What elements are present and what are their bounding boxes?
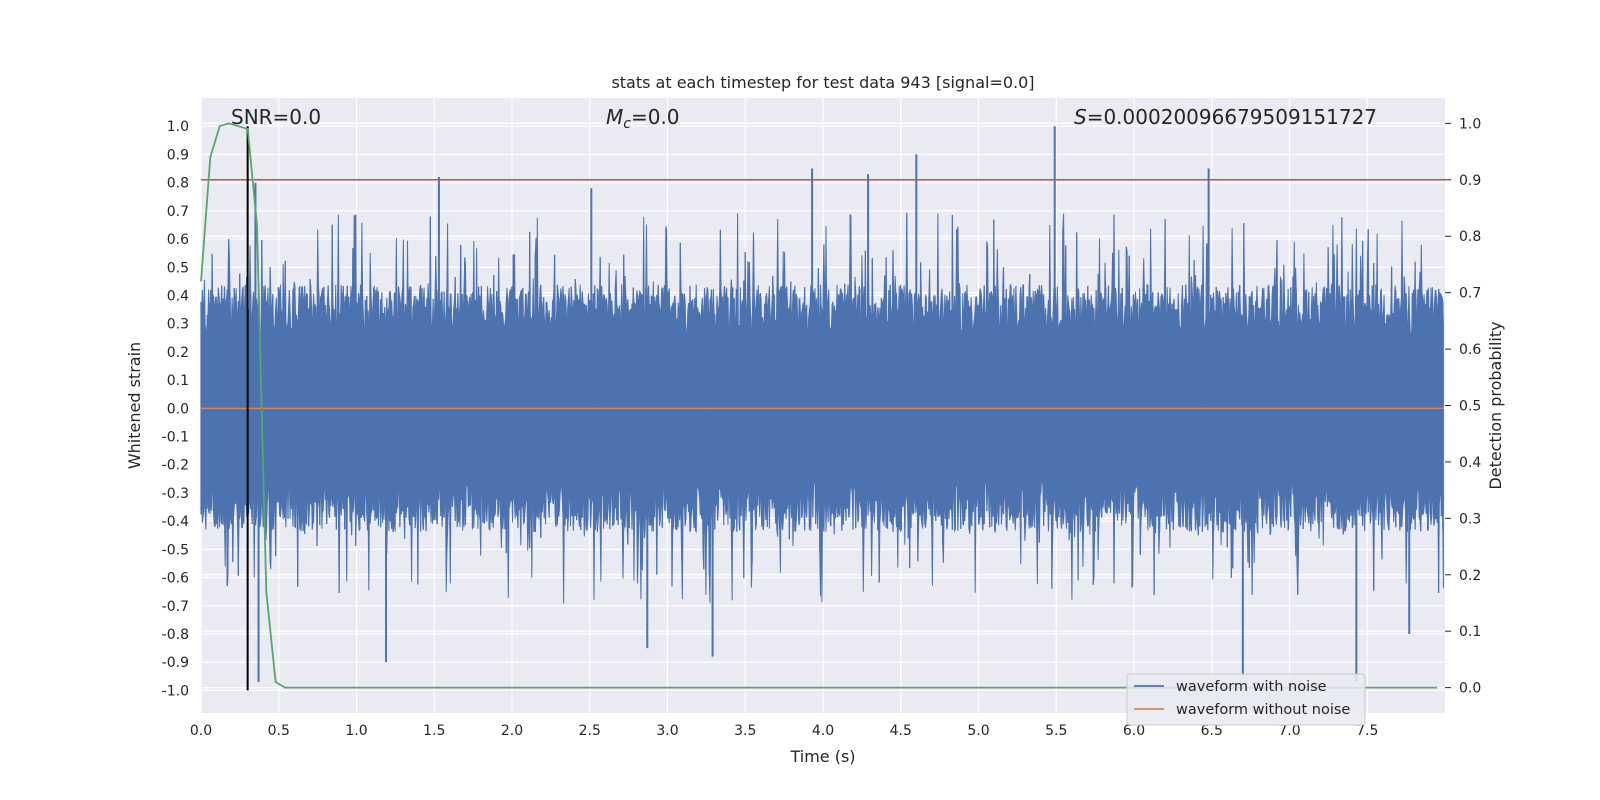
y-tick-label: -0.6 (162, 571, 189, 587)
x-tick-label: 5.0 (967, 723, 989, 739)
y-tick-label: -1.0 (162, 683, 189, 699)
x-tick-label: 6.5 (1201, 723, 1223, 739)
y2-tick-label: 0.2 (1459, 568, 1481, 584)
y2-tick-label: 1.0 (1459, 116, 1481, 132)
y-tick-label: 0.1 (167, 373, 189, 389)
y2-tick-label: 0.6 (1459, 342, 1481, 358)
x-tick-label: 0.0 (190, 723, 212, 739)
y2-tick-label: 0.1 (1459, 624, 1481, 640)
y2-axis-label: Detection probability (1486, 321, 1505, 489)
y-tick-label: -0.3 (162, 486, 189, 502)
x-tick-label: 2.0 (501, 723, 523, 739)
mc-symbol: M (606, 105, 623, 129)
y-tick-label: 0.0 (167, 401, 189, 417)
mc-annotation: Mc=0.0 (606, 105, 680, 132)
legend-entry-label: waveform without noise (1176, 702, 1350, 718)
x-tick-label: 4.5 (890, 723, 912, 739)
x-tick-label: 7.5 (1356, 723, 1378, 739)
y2-tick-label: 0.3 (1459, 511, 1481, 527)
x-tick-label: 4.0 (812, 723, 834, 739)
y-tick-label: 0.4 (167, 288, 189, 304)
y-tick-label: -0.2 (162, 458, 189, 474)
detection-probability-line (200, 122, 1438, 689)
y-tick-label: 0.3 (167, 317, 189, 333)
legend: waveform with noise waveform without nois… (1126, 673, 1366, 726)
mc-value: =0.0 (631, 105, 680, 129)
y2-tick-label: 0.4 (1459, 455, 1481, 471)
x-tick-label: 3.5 (734, 723, 756, 739)
y-tick-label: -0.1 (162, 430, 189, 446)
y-tick-label: -0.7 (162, 599, 189, 615)
s-annotation: S=0.00020096679509151727 (1074, 105, 1377, 129)
legend-box (1126, 673, 1366, 726)
x-axis-label: Time (s) (789, 747, 855, 766)
chart-title: stats at each timestep for test data 943… (611, 73, 1034, 92)
x-tick-label: 7.0 (1278, 723, 1300, 739)
s-symbol: S (1074, 105, 1087, 129)
y-tick-label: 1.0 (167, 119, 189, 135)
y-tick-label: 0.9 (167, 147, 189, 163)
y-tick-label: 0.2 (167, 345, 189, 361)
x-tick-label: 6.0 (1123, 723, 1145, 739)
x-tick-label: 1.0 (345, 723, 367, 739)
x-tick-label: 1.5 (423, 723, 445, 739)
snr-annotation: SNR=0.0 (231, 105, 321, 129)
y-tick-label: -0.8 (162, 627, 189, 643)
y2-tick-label: 0.9 (1459, 173, 1481, 189)
y-tick-label: -0.9 (162, 655, 189, 671)
legend-entry-label: waveform with noise (1176, 679, 1327, 695)
y-tick-label: -0.4 (162, 514, 189, 530)
x-tick-label: 0.5 (268, 723, 290, 739)
y2-tick-label: 0.0 (1459, 681, 1481, 697)
y-tick-label: 0.8 (167, 176, 189, 192)
y2-tick-label: 0.7 (1459, 286, 1481, 302)
x-tick-label: 5.5 (1045, 723, 1067, 739)
x-tick-label: 3.0 (656, 723, 678, 739)
x-tick-label: 2.5 (579, 723, 601, 739)
y-axis-label: Whitened strain (125, 342, 144, 469)
y-tick-label: 0.5 (167, 260, 189, 276)
s-value: =0.00020096679509151727 (1087, 105, 1377, 129)
y2-tick-label: 0.8 (1459, 229, 1481, 245)
y-tick-label: -0.5 (162, 542, 189, 558)
y-tick-label: 0.6 (167, 232, 189, 248)
y2-tick-label: 0.5 (1459, 399, 1481, 415)
y-tick-label: 0.7 (167, 204, 189, 220)
mc-subscript: c (623, 116, 631, 132)
